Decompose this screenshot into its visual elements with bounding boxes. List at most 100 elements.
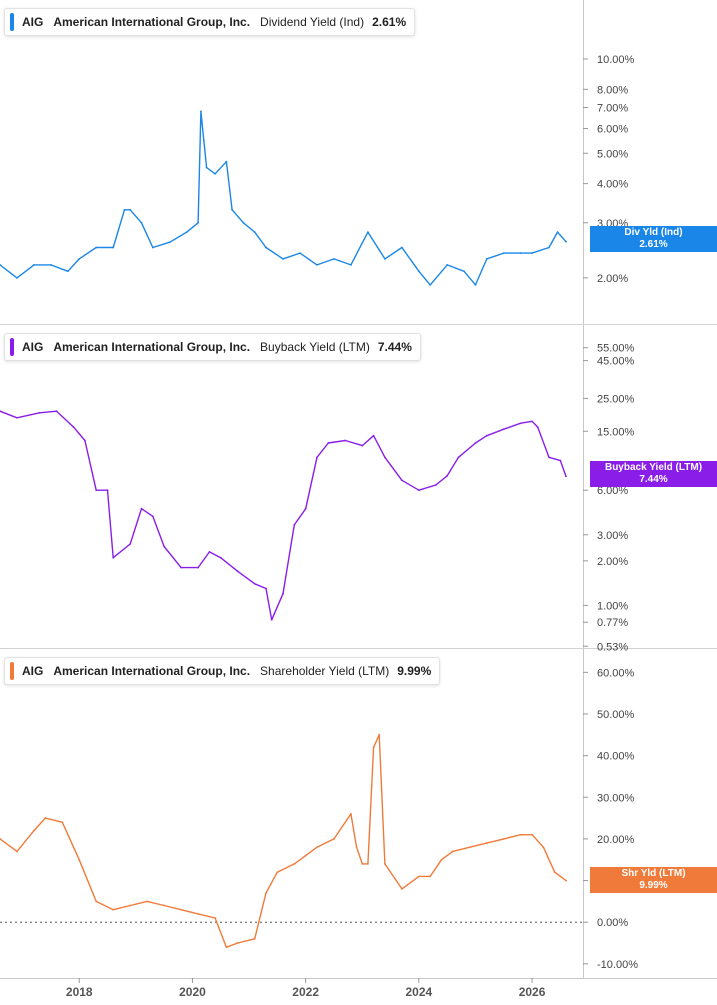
tag-label: Shr Yld (LTM) (621, 868, 686, 879)
data-point (265, 246, 267, 249)
data-point (225, 160, 228, 163)
y-tick-label: 15.00% (597, 426, 635, 438)
data-point (417, 270, 420, 273)
data-point (282, 257, 284, 260)
metric-label: Buyback Yield (LTM) (260, 340, 370, 354)
data-point (33, 829, 35, 832)
data-point (293, 523, 296, 526)
data-point (106, 489, 109, 492)
data-point (112, 908, 115, 911)
data-point (205, 166, 208, 169)
y-tick-label: 55.00% (597, 343, 635, 355)
data-point (50, 264, 52, 266)
data-point (400, 887, 403, 890)
data-point (38, 411, 41, 414)
data-point (67, 270, 69, 273)
y-tick-label: 3.00% (597, 530, 628, 542)
data-point (417, 489, 420, 492)
data-point (253, 231, 256, 234)
y-tick-label: 2.00% (597, 273, 628, 285)
data-point (548, 246, 550, 249)
data-point (265, 587, 267, 590)
ticker-label: AIG (22, 15, 44, 29)
data-point (180, 908, 183, 911)
data-point (253, 582, 256, 585)
y-tick-label: 5.00% (597, 148, 628, 160)
data-point (197, 566, 200, 569)
data-point (304, 854, 307, 857)
legend-dividend-yield: AIG American International Group, Inc. D… (4, 8, 416, 36)
series-line (0, 110, 567, 286)
data-point (185, 231, 188, 234)
data-point (0, 838, 1, 840)
series-swatch (10, 13, 14, 31)
data-point (208, 550, 211, 553)
data-point (44, 817, 47, 819)
data-point (0, 264, 1, 266)
metric-label: Shareholder Yield (LTM) (260, 664, 390, 678)
tag-value: 2.61% (639, 239, 668, 250)
y-tick-label: 7.00% (597, 103, 628, 115)
series-swatch (10, 338, 14, 356)
data-point (236, 570, 239, 573)
data-point (446, 474, 449, 477)
data-point (219, 556, 222, 559)
series-line (0, 734, 567, 948)
data-point (16, 276, 18, 279)
data-point (151, 246, 154, 249)
data-point (344, 439, 347, 442)
metric-label: Dividend Yield (Ind) (260, 15, 365, 29)
data-point (463, 270, 466, 273)
data-point (265, 892, 267, 894)
data-point (200, 110, 202, 113)
data-point (327, 442, 330, 444)
data-point (565, 475, 567, 478)
data-point (163, 545, 166, 548)
data-point (519, 252, 522, 255)
y-tick-label: 4.00% (597, 179, 628, 191)
data-point (333, 838, 335, 840)
data-point (55, 410, 58, 413)
data-point (78, 257, 81, 260)
data-point (361, 862, 364, 865)
data-point (531, 420, 533, 423)
y-tick-label: 50.00% (597, 709, 635, 721)
data-point (519, 422, 522, 425)
data-point (129, 543, 132, 545)
y-tick-label: 30.00% (597, 792, 635, 804)
data-point (434, 484, 437, 486)
y-tick-label: 20.00% (597, 834, 635, 846)
y-tick-label: 0.00% (597, 917, 628, 929)
current-value-tag-dividend: Div Yld (Ind) 2.61% (590, 226, 717, 252)
data-point (236, 942, 239, 944)
y-tick-label: 40.00% (597, 751, 635, 763)
data-point (531, 833, 533, 836)
data-point (531, 252, 533, 255)
data-point (180, 566, 183, 569)
data-point (474, 442, 477, 444)
data-point (553, 871, 556, 874)
x-tick-label: 2022 (292, 985, 319, 999)
data-point (383, 862, 386, 865)
y-tick-label: 10.00% (597, 54, 635, 66)
data-point (197, 912, 200, 915)
data-point (468, 846, 471, 849)
data-point (112, 556, 115, 559)
data-point (367, 231, 369, 234)
current-value-tag-buyback: Buyback Yield (LTM) 7.44% (590, 461, 717, 487)
data-point (253, 937, 256, 940)
company-label: American International Group, Inc. (53, 664, 251, 678)
data-point (485, 434, 488, 437)
data-point (378, 733, 381, 736)
y-tick-label: 60.00% (597, 667, 635, 679)
y-tick-label: 8.00% (597, 84, 628, 96)
data-point (350, 264, 352, 266)
data-point (293, 862, 296, 865)
data-point (542, 846, 545, 849)
x-tick-label: 2024 (406, 985, 433, 999)
data-point (536, 426, 539, 429)
data-point (214, 172, 216, 175)
data-point (485, 257, 488, 260)
data-point (474, 283, 477, 286)
